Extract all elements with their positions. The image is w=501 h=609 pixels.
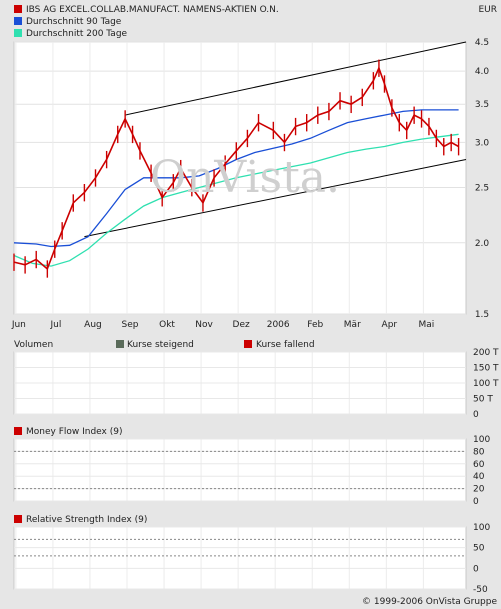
rsi-y-tick-label: 50 — [473, 544, 485, 554]
mfi-title: Money Flow Index (9) — [26, 427, 123, 437]
month-tick-label: Jun — [11, 320, 26, 330]
trend-channel-line — [125, 41, 467, 116]
volume-y-tick-label: 200 T — [473, 348, 499, 358]
rsi-y-tick-label: 0 — [473, 564, 479, 574]
watermark: OnVista. — [150, 152, 340, 203]
legend-swatch-rising — [116, 340, 124, 348]
legend-label-ma200: Durchschnitt 200 Tage — [26, 29, 128, 39]
volume-y-tick-label: 0 — [473, 410, 479, 420]
price-y-tick-label: 4.5 — [475, 38, 489, 48]
axis-labels: 1.5 2.0 2.5 3.0 3.5 4.0 4.5 Jun Jul Aug Sep Okt Nov D… — [11, 38, 499, 595]
mfi-y-tick-label: 0 — [473, 497, 479, 507]
volume-y-tick-label: 50 T — [473, 395, 493, 405]
volume-y-tick-label: 150 T — [473, 364, 499, 374]
mfi-y-tick-label: 100 — [473, 435, 490, 445]
price-y-tick-label: 1.5 — [475, 310, 489, 320]
month-tick-label: 2006 — [267, 320, 290, 330]
mfi-y-tick-label: 40 — [473, 472, 485, 482]
month-tick-label: Feb — [307, 320, 323, 330]
month-tick-label: Jul — [49, 320, 61, 330]
rsi-title: Relative Strength Index (9) — [26, 515, 147, 525]
legend-swatch-rsi — [14, 515, 22, 523]
month-tick-label: Mai — [419, 320, 435, 330]
trend-channel-line — [84, 158, 467, 238]
price-y-tick-label: 4.0 — [475, 67, 490, 77]
mfi-y-tick-label: 60 — [473, 460, 485, 470]
mfi-plot-area — [13, 438, 467, 502]
month-tick-label: Mär — [344, 320, 361, 330]
legend-swatch-ma200 — [14, 29, 22, 37]
legend-swatch-price — [14, 5, 22, 13]
legend-label-falling: Kurse fallend — [256, 340, 315, 350]
month-tick-label: Aug — [84, 320, 102, 330]
month-tick-label: Okt — [159, 320, 175, 330]
legend-label-ma90: Durchschnitt 90 Tage — [26, 17, 122, 27]
series-layer — [13, 41, 467, 278]
legend-swatch-ma90 — [14, 17, 22, 25]
legend-swatch-falling — [244, 340, 252, 348]
price-y-tick-label: 3.5 — [475, 100, 489, 110]
month-tick-label: Apr — [382, 320, 398, 330]
copyright: © 1999-2006 OnVista Gruppe — [362, 597, 497, 607]
legend-label-price: IBS AG EXCEL.COLLAB.MANUFACT. NAMENS-AKT… — [26, 5, 279, 15]
volume-title: Volumen — [14, 340, 53, 350]
mfi-y-tick-label: 20 — [473, 485, 485, 495]
legend-swatch-mfi — [14, 427, 22, 435]
rsi-y-tick-label: -50 — [473, 585, 488, 595]
price-y-tick-label: 3.0 — [475, 138, 490, 148]
series-line-ma200 — [13, 133, 459, 267]
month-tick-label: Nov — [195, 320, 213, 330]
mfi-y-tick-label: 80 — [473, 447, 485, 457]
month-tick-label: Dez — [233, 320, 250, 330]
price-y-tick-label: 2.5 — [475, 184, 489, 194]
currency-label: EUR — [478, 5, 497, 15]
volume-y-tick-label: 100 T — [473, 379, 499, 389]
month-tick-label: Sep — [122, 320, 139, 330]
legend-label-rising: Kurse steigend — [127, 340, 194, 350]
price-y-tick-label: 2.0 — [475, 239, 490, 249]
rsi-y-tick-label: 100 — [473, 523, 490, 533]
rsi-plot-area — [13, 526, 467, 590]
price-plot-area — [13, 41, 467, 315]
